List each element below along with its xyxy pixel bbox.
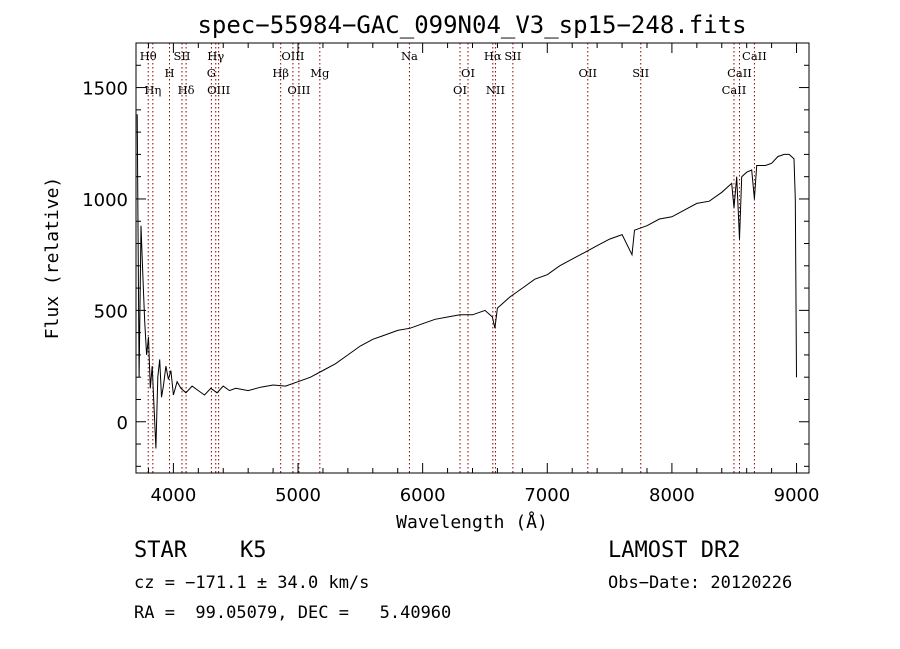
y-tick-label-0: 0 — [117, 413, 128, 434]
spectral-line-markers — [147, 43, 755, 473]
x-axis-ticks: 4000 5000 6000 7000 8000 9000 — [147, 43, 820, 506]
object-subclass: K5 — [240, 538, 267, 563]
spectral-line-label-11: Mg — [310, 66, 330, 80]
spectral-line-label-20: CaII — [742, 49, 767, 63]
object-class: STAR — [134, 538, 187, 563]
x-tick-label-6000: 6000 — [400, 485, 446, 506]
y-tick-label-500: 500 — [94, 301, 128, 322]
spectral-line-label-13: OI — [461, 66, 475, 80]
y-tick-label-1000: 1000 — [82, 190, 128, 211]
spectral-line-label-8: OIII — [281, 49, 304, 63]
spectral-line-label-15: Hα — [484, 49, 502, 63]
spectral-line-label-1: Hη — [144, 83, 161, 97]
chart-title: spec−55984−GAC_099N04_V3_sp15−248.fits — [197, 11, 746, 39]
spectral-line-label-18: OII — [579, 66, 598, 80]
y-axis-label: Flux (relative) — [42, 177, 63, 340]
spectral-line-label-17: NII — [486, 83, 505, 97]
x-tick-label-9000: 9000 — [774, 485, 820, 506]
spectral-line-label-12: Na — [401, 49, 418, 63]
y-tick-label-1500: 1500 — [82, 79, 128, 100]
coordinates: RA = 99.05079, DEC = 5.40960 — [134, 603, 452, 623]
spectral-line-label-22: CaII — [722, 83, 747, 97]
spectral-line-label-4: Hδ — [178, 83, 195, 97]
spectral-line-label-5: Hγ — [207, 49, 224, 63]
x-axis-label: Wavelength (Å) — [396, 511, 548, 533]
y-axis-ticks: 0 500 1000 1500 — [82, 64, 809, 467]
spectral-line-label-3: H — [165, 66, 175, 80]
observation-date: Obs−Date: 20120226 — [608, 573, 793, 593]
plot-frame — [135, 42, 810, 474]
spectral-line-label-6: G — [207, 66, 216, 80]
survey-name: LAMOST DR2 — [608, 538, 741, 563]
x-tick-label-7000: 7000 — [524, 485, 570, 506]
spectral-line-label-16: SII — [504, 49, 521, 63]
spectral-line-label-7: OIII — [207, 83, 230, 97]
spectral-line-label-9: Hβ — [272, 66, 289, 80]
spectrum-line — [136, 114, 797, 449]
spectral-line-label-0: Hθ — [140, 49, 157, 63]
spectral-line-label-19: SII — [632, 66, 649, 80]
spectral-line-label-2: SII — [174, 49, 191, 63]
spectral-line-label-10: OIII — [287, 83, 310, 97]
redshift-cz: cz = −171.1 ± 34.0 km/s — [134, 573, 370, 593]
x-tick-label-8000: 8000 — [649, 485, 695, 506]
x-tick-label-5000: 5000 — [275, 485, 321, 506]
spectral-line-label-21: CaII — [727, 66, 752, 80]
spectral-line-label-14: OI — [453, 83, 467, 97]
x-tick-label-4000: 4000 — [150, 485, 196, 506]
